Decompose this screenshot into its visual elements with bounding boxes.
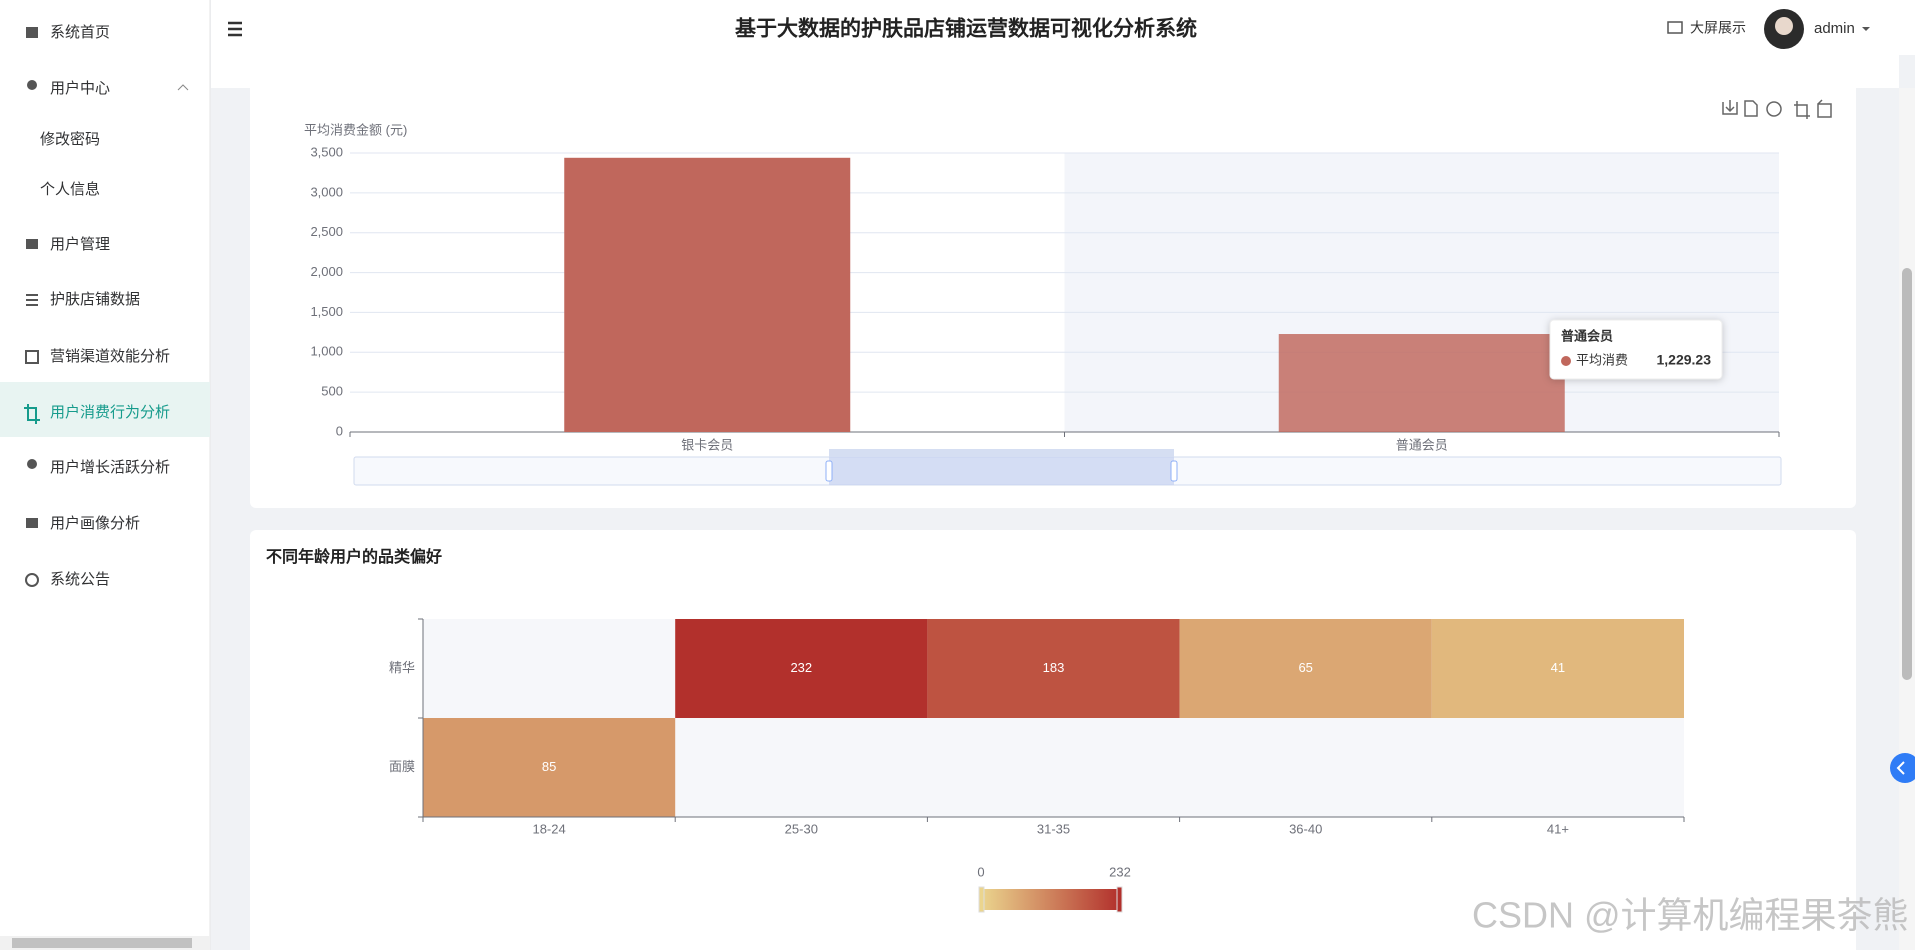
caret: [1862, 27, 1870, 31]
x-tick-label: 普通会员: [1396, 437, 1448, 452]
icon: [25, 573, 39, 587]
x-tick-label: 41+: [1547, 821, 1569, 836]
x-tick-label: 25-30: [785, 821, 818, 836]
nav-item[interactable]: 营销渠道效能分析: [50, 348, 170, 365]
x-tick-label: 18-24: [532, 821, 565, 836]
y-tick-label: 面膜: [389, 759, 415, 774]
chart-title: 不同年龄用户的品类偏好: [266, 547, 442, 566]
header-bg: [211, 0, 1915, 55]
icon: [26, 518, 38, 528]
tooltip-title: 普通会员: [1561, 328, 1613, 343]
vm-label: 0: [977, 864, 984, 879]
nav-item[interactable]: 用户中心: [50, 80, 110, 97]
h-scrollbar-thumb: [12, 938, 192, 948]
y-tick-label: 3,000: [310, 184, 343, 199]
tooltip-series: 平均消费: [1576, 352, 1628, 367]
page-title: 基于大数据的护肤品店铺运营数据可视化分析系统: [735, 17, 1197, 41]
vm-label: 232: [1109, 864, 1131, 879]
visual-map[interactable]: [981, 889, 1120, 910]
sidebar-bg: [0, 0, 210, 950]
icon: [24, 404, 40, 424]
nav-item[interactable]: 系统首页: [50, 24, 110, 41]
toolbox: [1722, 99, 1832, 119]
icon: [25, 350, 39, 364]
icon: [26, 294, 38, 306]
y-tick-label: 2,500: [310, 224, 343, 239]
y-tick-label: 3,500: [310, 144, 343, 159]
icon: [27, 459, 37, 469]
x-tick-label: 银卡会员: [681, 437, 733, 452]
menu-toggle[interactable]: [228, 21, 242, 37]
avatar-face: [1775, 17, 1793, 35]
y-tick-label: 精华: [389, 660, 415, 675]
bar: [1278, 334, 1565, 432]
caret: [177, 84, 189, 91]
heat-cell: [423, 718, 676, 817]
tool-zoom-back[interactable]: [1817, 99, 1832, 118]
x-tick-label: 36-40: [1289, 821, 1322, 836]
nav-item[interactable]: 用户增长活跃分析: [50, 459, 170, 476]
icon: [26, 27, 38, 38]
heat-cell: [1431, 619, 1684, 718]
charts: 平均消费金额 (元) 0 500 1,000 1,500 2,000 2,500 3,000 3…: [266, 122, 1782, 913]
sidebar: 系统首页 用户中心 修改密码 个人信息 用户管理 护肤店铺数据 营销渠道效能分析…: [0, 0, 211, 950]
tooltip-dot: [1561, 356, 1571, 366]
cell-label: 41: [1551, 660, 1565, 675]
y-axis-label: 平均消费金额 (元): [304, 122, 407, 137]
tooltip: [1549, 319, 1723, 380]
tool-data[interactable]: [1744, 100, 1758, 117]
x-tick-label: 31-35: [1037, 821, 1070, 836]
heat-cell: [1179, 619, 1432, 718]
icon: [26, 239, 38, 249]
y-tick-label: 1,000: [310, 344, 343, 359]
cell-label: 65: [1298, 660, 1312, 675]
tool-zoom[interactable]: [1794, 101, 1810, 119]
user-name[interactable]: admin: [1814, 20, 1855, 37]
zoom-top[interactable]: [829, 449, 1174, 457]
v-scrollbar-thumb[interactable]: [1902, 268, 1912, 680]
nav-item[interactable]: 护肤店铺数据: [50, 291, 140, 308]
cell-label: 183: [1043, 660, 1065, 675]
zoom-handle[interactable]: [1170, 460, 1178, 482]
watermark: CSDN @计算机编程果茶熊: [1472, 895, 1909, 936]
vm-handle[interactable]: [1116, 886, 1123, 913]
zoom-window[interactable]: [829, 457, 1174, 485]
icon: [1667, 21, 1683, 34]
heat-cell: [675, 619, 928, 718]
float-icon: [1896, 761, 1905, 775]
icon: [27, 80, 37, 90]
tab-bar-cover: [211, 55, 1899, 88]
float-button[interactable]: [1890, 753, 1915, 783]
cell-label: 232: [790, 660, 812, 675]
y-tick-label: 0: [336, 423, 343, 438]
tool-save[interactable]: [1722, 100, 1738, 115]
tooltip-value: 1,229.23: [1657, 352, 1712, 368]
zoom-handle[interactable]: [825, 460, 833, 482]
vm-handle[interactable]: [978, 886, 985, 913]
cell-label: 85: [542, 759, 556, 774]
bar: [564, 157, 851, 433]
nav-item[interactable]: 用户管理: [50, 236, 110, 253]
nav-item[interactable]: 修改密码: [40, 131, 100, 148]
heat-cell: [927, 619, 1180, 718]
nav-item[interactable]: 个人信息: [40, 181, 100, 198]
screen-button[interactable]: 大屏展示: [1690, 20, 1746, 36]
tool-restore[interactable]: [1766, 101, 1782, 117]
y-tick-label: 500: [321, 384, 343, 399]
y-tick-label: 2,000: [310, 264, 343, 279]
nav-item[interactable]: 用户消费行为分析: [50, 404, 170, 421]
nav-item[interactable]: 系统公告: [50, 571, 110, 588]
nav-item[interactable]: 用户画像分析: [50, 515, 140, 532]
y-tick-label: 1,500: [310, 304, 343, 319]
